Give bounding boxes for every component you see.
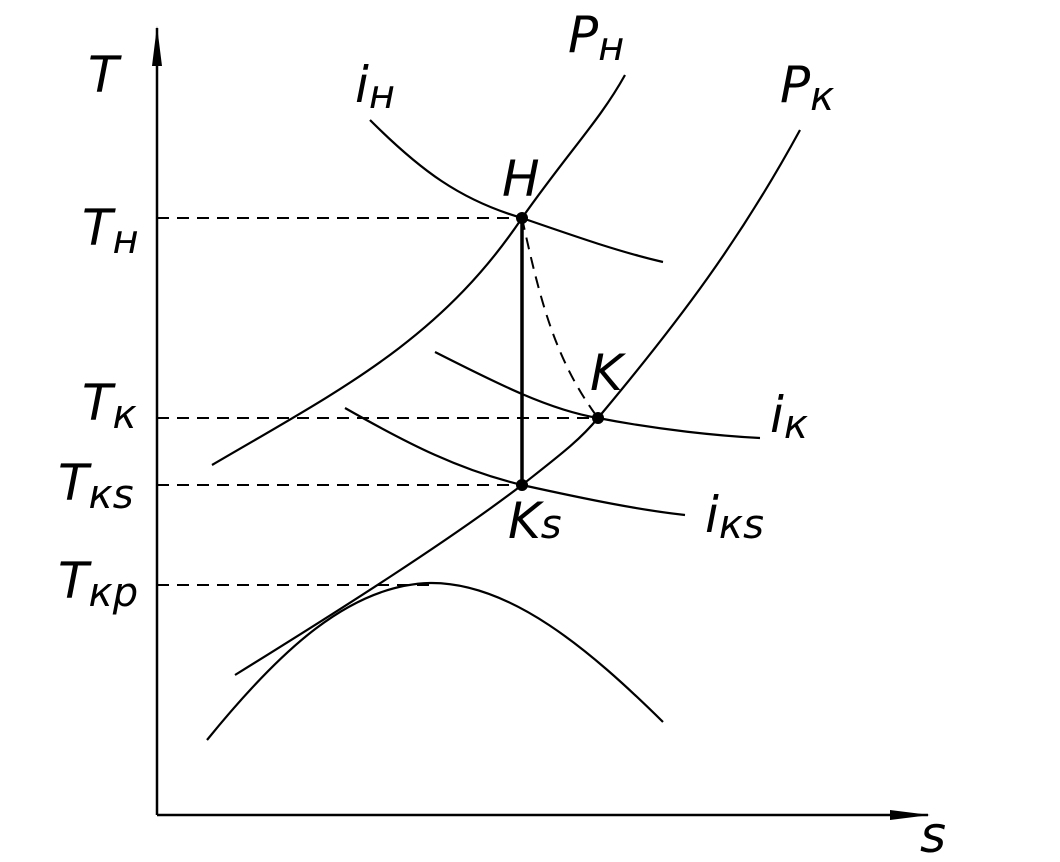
isobar-label: Pн: [568, 6, 624, 70]
point-label: K: [590, 344, 627, 402]
label-main: T: [58, 552, 92, 610]
label-main: P: [568, 6, 599, 64]
isobar-pk: [234, 129, 801, 676]
real-process-line: [521, 217, 599, 419]
level-label: Tк: [82, 374, 137, 438]
point-k: [592, 412, 604, 424]
point-h: [516, 212, 528, 224]
level-label: Tн: [82, 199, 139, 263]
point-label: H: [502, 150, 540, 208]
label-sub: к: [113, 392, 137, 438]
label-sub: к: [810, 74, 834, 120]
label-sub: н: [369, 72, 395, 118]
label-main: i: [705, 486, 719, 544]
level-label: Tкр: [58, 552, 138, 616]
label-main: K: [508, 492, 545, 550]
saturation-curve: [206, 581, 664, 741]
point-label: Ks: [508, 492, 562, 550]
enthalpy-label: iкs: [705, 486, 764, 548]
x-axis-label: s: [920, 806, 946, 862]
label-sub: н: [598, 24, 624, 70]
label-main: i: [770, 386, 784, 444]
label-sub: к: [784, 402, 808, 448]
label-sub: кs: [719, 502, 764, 548]
isobar-label: Pк: [780, 56, 834, 120]
y-axis-label: T: [88, 46, 122, 104]
label-main: T: [82, 374, 116, 432]
label-main: P: [780, 56, 811, 114]
label-sub: кр: [89, 570, 139, 616]
isobar-pn: [211, 74, 626, 466]
enthalpy-label: iн: [355, 56, 395, 118]
label-main: T: [82, 199, 116, 257]
level-label: Tкs: [58, 454, 134, 518]
label-sub: н: [113, 217, 139, 263]
enthalpy-label: iк: [770, 386, 808, 448]
label-main: T: [58, 454, 92, 512]
label-sub: s: [541, 502, 562, 548]
point-ks: [516, 479, 528, 491]
label-main: i: [355, 56, 369, 114]
label-sub: кs: [89, 472, 134, 518]
